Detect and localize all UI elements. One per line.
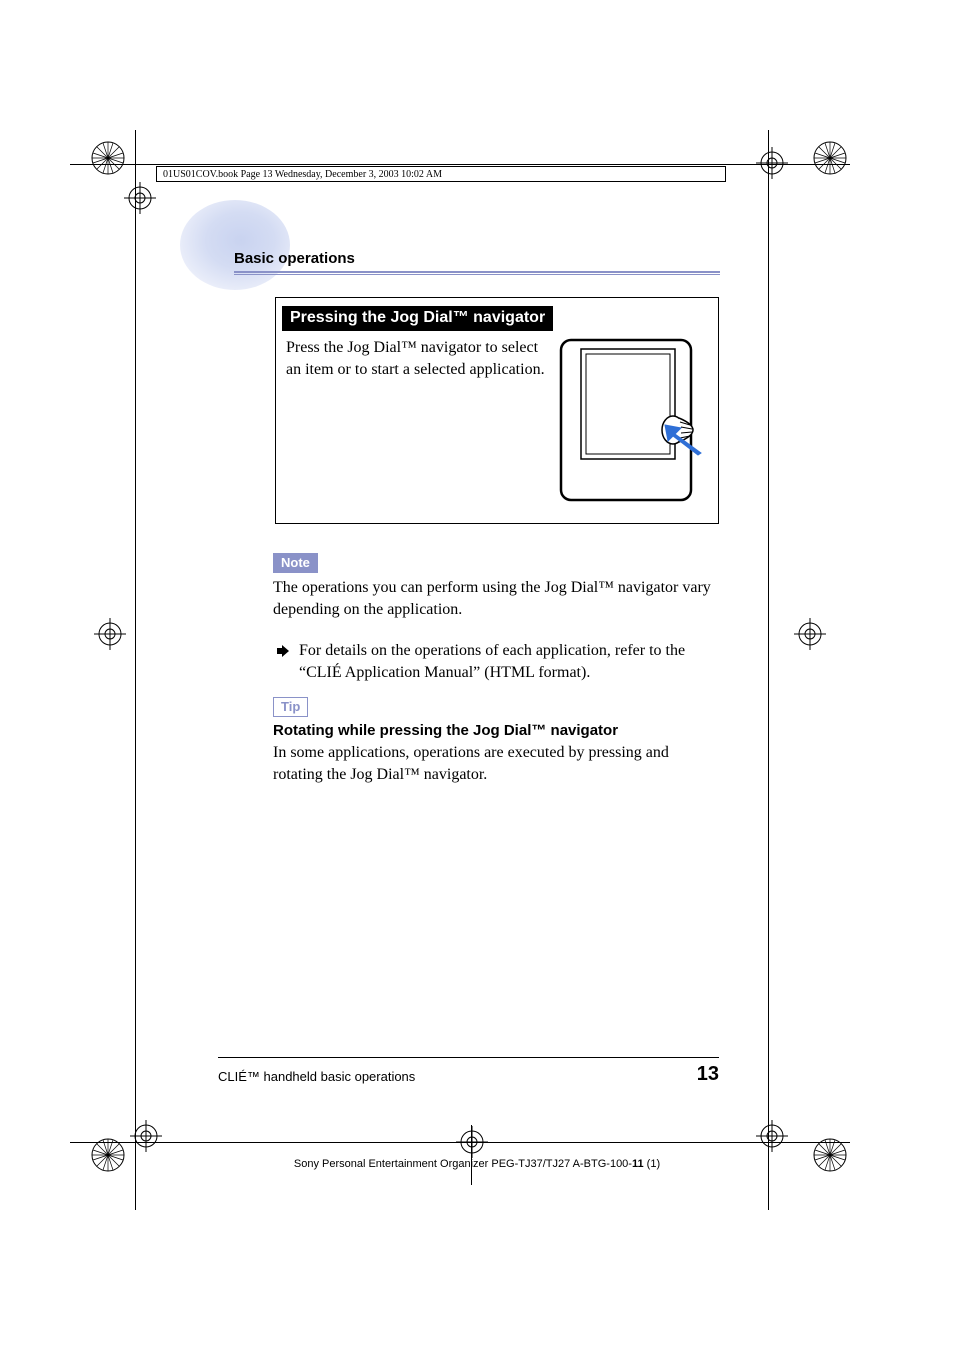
crop-line-right bbox=[768, 130, 769, 1210]
content-box: Pressing the Jog Dial™ navigator Press t… bbox=[275, 297, 719, 524]
reg-mark-top-left-target bbox=[122, 180, 158, 216]
note-label: Note bbox=[273, 553, 318, 573]
section-header-text: Basic operations bbox=[234, 250, 355, 267]
device-illustration bbox=[553, 335, 708, 505]
reg-mark-bottom-left-hatch bbox=[88, 1135, 128, 1175]
imprint-bold: 11 bbox=[632, 1158, 644, 1170]
footer-left-text: CLIÉ™ handheld basic operations bbox=[218, 1069, 415, 1084]
tip-label-text: Tip bbox=[281, 699, 300, 714]
reg-mark-bottom-right-hatch bbox=[810, 1135, 850, 1175]
tip-label: Tip bbox=[273, 697, 308, 717]
page-number: 13 bbox=[697, 1063, 719, 1086]
crop-line-top bbox=[70, 164, 850, 165]
page-meta-line: 01US01COV.book Page 13 Wednesday, Decemb… bbox=[156, 166, 726, 182]
page-meta-text: 01US01COV.book Page 13 Wednesday, Decemb… bbox=[163, 169, 442, 180]
reg-mark-top-left-hatch bbox=[88, 138, 128, 178]
footer-rule bbox=[218, 1057, 719, 1058]
reg-mark-mid-left-target bbox=[92, 616, 128, 652]
reg-mark-bottom-left-target bbox=[128, 1118, 164, 1154]
note-label-text: Note bbox=[281, 555, 310, 570]
section-header: Basic operations bbox=[234, 250, 355, 268]
content-box-heading: Pressing the Jog Dial™ navigator bbox=[282, 306, 553, 331]
note-paragraph: The operations you can perform using the… bbox=[273, 577, 719, 620]
imprint-suffix: (1) bbox=[644, 1158, 661, 1170]
crop-line-left bbox=[135, 130, 136, 1210]
content-box-text: Press the Jog Dial™ navigator to select … bbox=[286, 335, 553, 380]
reg-mark-top-right-target bbox=[754, 145, 790, 181]
reg-mark-mid-right-target bbox=[792, 616, 828, 652]
tip-paragraph: In some applications, operations are exe… bbox=[273, 742, 719, 785]
reg-mark-bottom-right-target bbox=[754, 1118, 790, 1154]
reference-paragraph: For details on the operations of each ap… bbox=[299, 640, 719, 683]
section-header-rule bbox=[234, 271, 720, 276]
reg-mark-bottom-center-target bbox=[454, 1124, 490, 1160]
tip-heading: Rotating while pressing the Jog Dial™ na… bbox=[273, 722, 618, 739]
section-header-blob bbox=[180, 200, 290, 290]
arrow-right-icon bbox=[277, 644, 289, 656]
reg-mark-top-right-hatch bbox=[810, 138, 850, 178]
